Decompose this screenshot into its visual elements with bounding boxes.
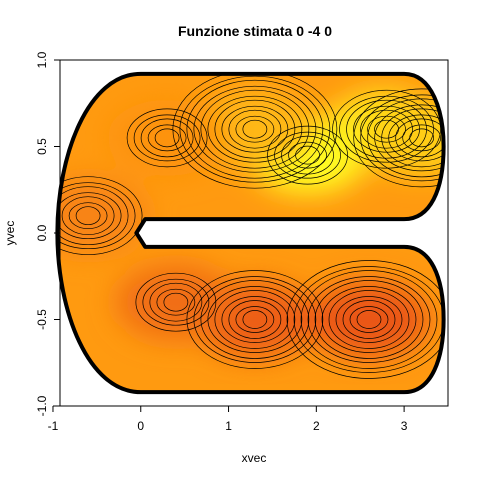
contour-line <box>274 131 341 179</box>
contour-line <box>356 310 382 329</box>
contour-line <box>214 99 296 159</box>
contour-line <box>342 300 396 339</box>
contour-line <box>57 186 129 246</box>
contour-line <box>221 105 289 153</box>
contour-line <box>57 176 143 256</box>
x-axis-label: xvec <box>242 451 267 465</box>
contour-line <box>286 260 444 379</box>
contour-line <box>349 306 389 333</box>
contour-line <box>328 290 410 349</box>
contour-line <box>149 282 203 322</box>
contour-line <box>288 141 327 169</box>
y-tick-label: 0.0 <box>35 224 49 241</box>
contour-line <box>57 182 136 250</box>
x-tick-label: 2 <box>313 419 320 433</box>
contour-line <box>228 109 282 149</box>
contour-line <box>68 202 108 230</box>
contour-line <box>242 119 268 139</box>
x-tick-label: 0 <box>137 419 144 433</box>
contour-line <box>154 128 180 148</box>
contour-line <box>193 85 317 173</box>
contour-line <box>388 114 444 162</box>
contour-line <box>267 125 348 185</box>
contour-line <box>360 109 413 149</box>
contour-line <box>395 118 444 158</box>
contour-line <box>133 114 201 162</box>
contour-line <box>61 196 115 236</box>
contour-line <box>307 276 431 363</box>
contour-hotspot <box>361 99 444 176</box>
contour-line <box>140 118 194 158</box>
domain-boundary <box>55 71 446 395</box>
contour-line <box>332 89 441 169</box>
y-tick-label: -1.0 <box>35 395 49 416</box>
contour-line <box>207 95 303 163</box>
contour-line <box>75 206 101 226</box>
contour-line <box>147 124 187 152</box>
contour-line <box>335 296 403 343</box>
contour-line <box>200 280 310 359</box>
contour-line <box>235 306 275 333</box>
contour-line <box>242 310 268 329</box>
contour-line <box>346 99 427 159</box>
contour-line <box>381 108 444 168</box>
contour-line <box>367 98 444 178</box>
contour-line <box>300 270 438 369</box>
contour-hotspot <box>115 264 236 341</box>
contour-line <box>402 124 442 152</box>
y-tick-label: 0.5 <box>35 138 49 155</box>
y-axis: -1.0 -0.5 0.0 0.5 1.0 <box>35 51 61 416</box>
contour-line <box>360 94 444 182</box>
contour-line <box>221 296 289 343</box>
contour-line <box>126 108 208 168</box>
contour-line <box>200 89 310 169</box>
x-axis: -1 0 1 2 3 <box>48 405 408 433</box>
contour-line <box>186 79 324 179</box>
contour-line <box>374 104 444 172</box>
contour-line <box>314 280 424 359</box>
y-tick-label: 1.0 <box>35 51 49 68</box>
contour-line <box>135 272 217 332</box>
contour-line <box>235 115 275 143</box>
contour-line <box>179 75 331 183</box>
contour-line <box>214 290 296 349</box>
contour-line <box>228 300 282 339</box>
y-axis-label: yvec <box>3 221 17 246</box>
contour-line <box>57 192 122 240</box>
contour-line <box>193 276 317 363</box>
contour-hotspot <box>308 281 429 358</box>
chart-title: Funzione stimata 0 -4 0 <box>178 23 332 39</box>
x-tick-label: 3 <box>401 419 408 433</box>
contour-line <box>339 95 434 163</box>
x-tick-label: 1 <box>225 419 232 433</box>
contour-line <box>142 278 210 326</box>
contour-line <box>156 288 196 316</box>
x-tick-label: -1 <box>48 419 59 433</box>
contour-line <box>353 88 444 188</box>
contour-line <box>293 266 444 373</box>
contour-line <box>409 128 435 148</box>
contour-line <box>172 73 338 189</box>
contour-line <box>321 286 417 353</box>
y-tick-label: -0.5 <box>35 309 49 330</box>
contour-line <box>163 292 189 312</box>
